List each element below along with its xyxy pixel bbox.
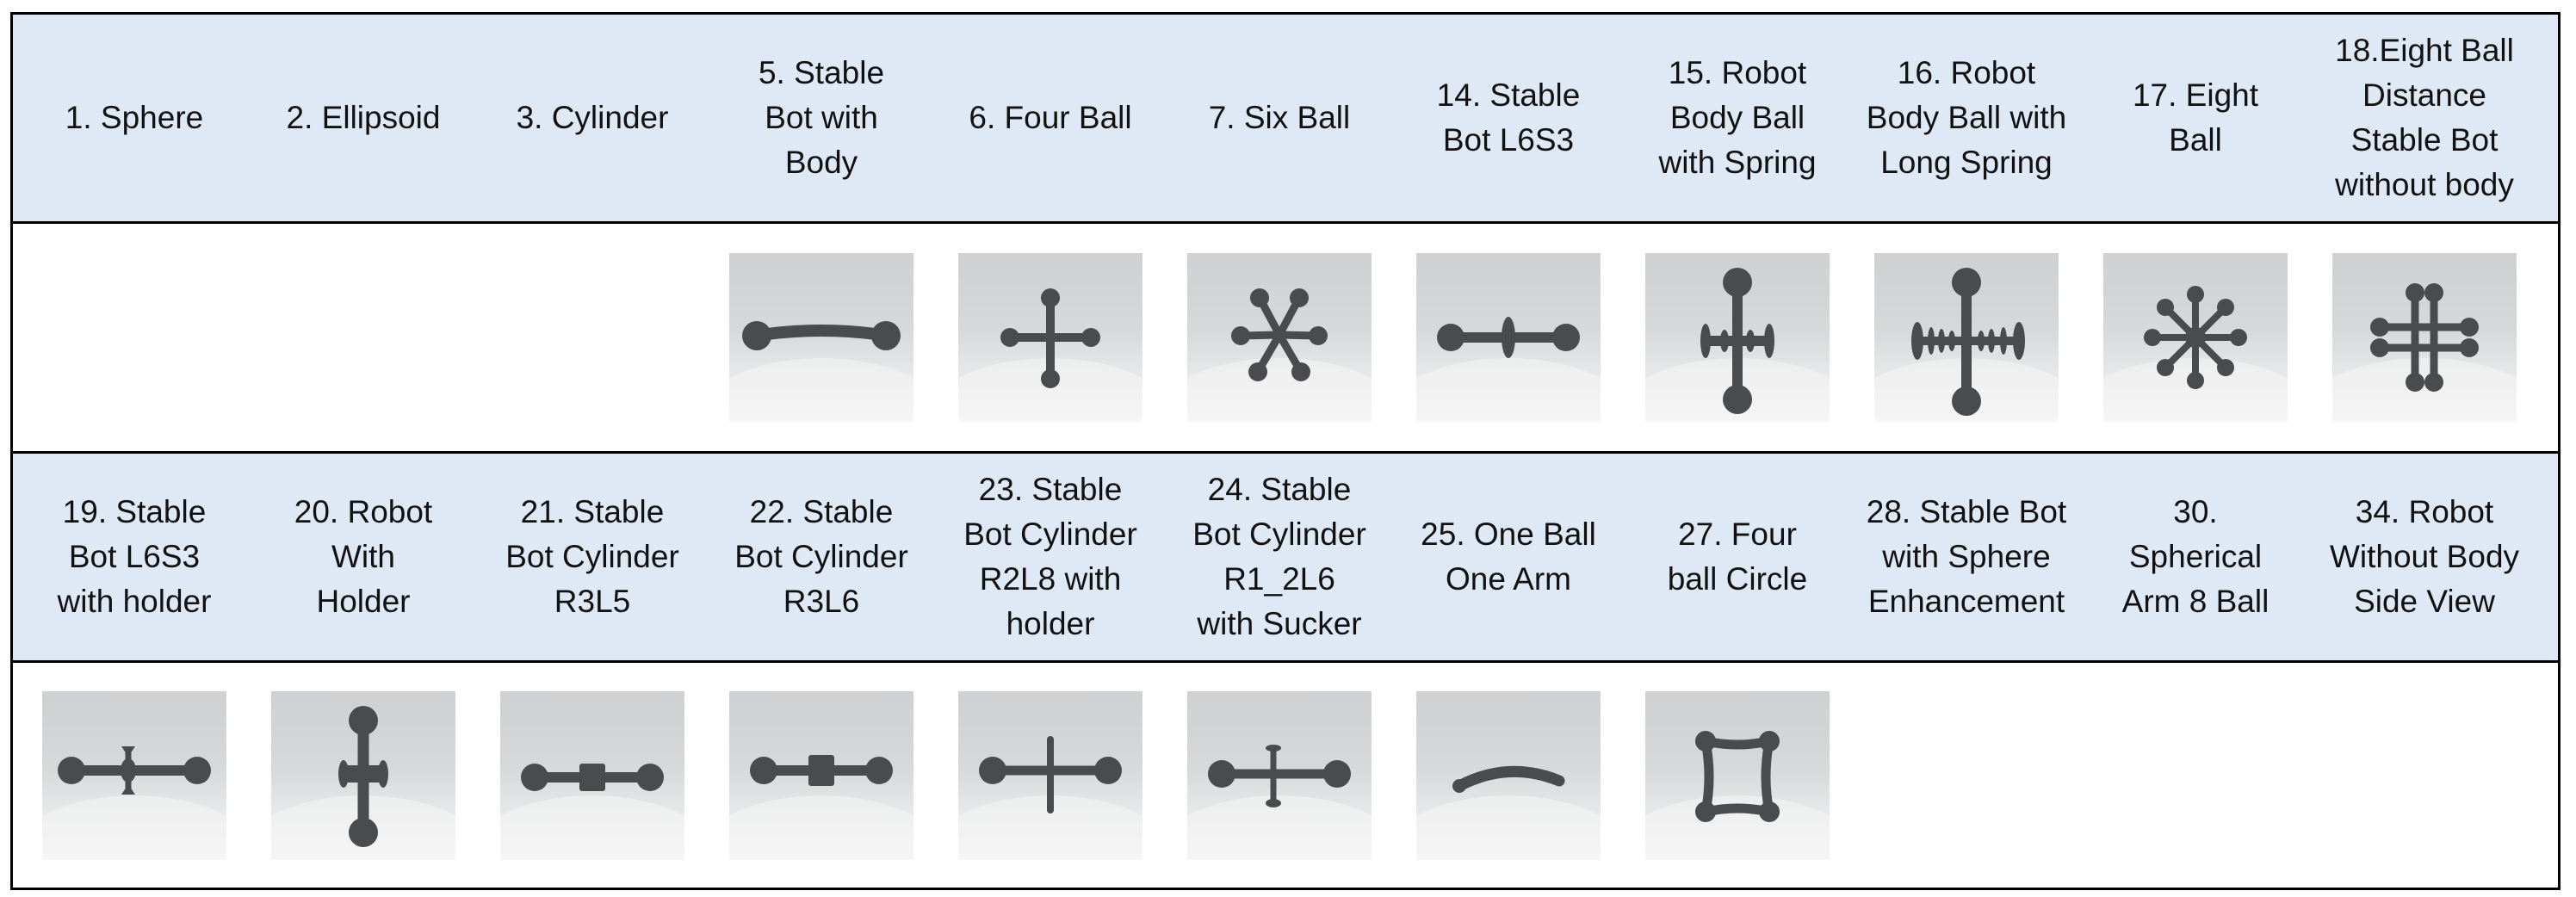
header-label: 2. Ellipsoid: [286, 100, 441, 135]
header-cell: 6. Four Ball: [936, 15, 1165, 221]
header-label: 22. Stable Bot Cylinder R3L6: [734, 494, 908, 619]
image-cell: [1165, 663, 1394, 888]
header-cell: 15. Robot Body Ball with Spring: [1623, 15, 1852, 221]
image-cell: [20, 663, 249, 888]
row-divider: [13, 221, 2558, 224]
image-cell: [707, 224, 936, 451]
eight-ball-star-render: [2103, 253, 2288, 422]
header-label: 21. Stable Bot Cylinder R3L5: [505, 494, 679, 619]
image-cell: [936, 224, 1165, 451]
image-cell: [478, 663, 707, 888]
six-ball-star-render: [1187, 253, 1372, 422]
image-cell: [1165, 224, 1394, 451]
cylinder-bot-r2l8-holder-render: [958, 690, 1142, 860]
header-label: 34. Robot Without Body Side View: [2329, 494, 2520, 619]
dumbbell-with-holder-render: [42, 690, 226, 860]
header-label: 17. Eight Ball: [2132, 77, 2259, 158]
row1-image-band: [13, 224, 2558, 451]
header-label: 15. Robot Body Ball with Spring: [1658, 55, 1817, 180]
dumbbell-render: [729, 253, 913, 422]
image-cell: [936, 663, 1165, 888]
header-cell: 21. Stable Bot Cylinder R3L5: [478, 454, 707, 660]
header-cell: 30. Spherical Arm 8 Ball: [2081, 454, 2310, 660]
cylinder-bot-r3l6-render: [729, 690, 913, 860]
header-cell: 14. Stable Bot L6S3: [1394, 15, 1623, 221]
cylinder-bot-r3l5-render: [500, 690, 684, 860]
image-cell: [2310, 224, 2539, 451]
header-label: 7. Six Ball: [1208, 100, 1351, 135]
header-label: 27. Four ball Circle: [1667, 517, 1808, 597]
header-cell: 23. Stable Bot Cylinder R2L8 with holder: [936, 454, 1165, 660]
header-cell: 34. Robot Without Body Side View: [2310, 454, 2539, 660]
header-label: 5. Stable Bot with Body: [758, 55, 885, 180]
image-cell: [1623, 663, 1852, 888]
header-label: 16. Robot Body Ball with Long Spring: [1866, 55, 2067, 180]
row1-header-band: 1. Sphere 2. Ellipsoid 3. Cylinder 5. St…: [13, 15, 2558, 221]
header-cell: 25. One Ball One Arm: [1394, 454, 1623, 660]
image-cell: [1623, 224, 1852, 451]
four-ball-square-render: [1645, 690, 1830, 860]
image-cell: [1852, 224, 2081, 451]
header-cell: 24. Stable Bot Cylinder R1_2L6 with Suck…: [1165, 454, 1394, 660]
cylinder-bot-sucker-render: [1187, 690, 1372, 860]
header-label: 24. Stable Bot Cylinder R1_2L6 with Suck…: [1192, 472, 1366, 641]
header-cell: 22. Stable Bot Cylinder R3L6: [707, 454, 936, 660]
robot-shape-table: 1. Sphere 2. Ellipsoid 3. Cylinder 5. St…: [10, 12, 2561, 890]
header-label: 6. Four Ball: [969, 100, 1132, 135]
row2-header-band: 19. Stable Bot L6S3 with holder 20. Robo…: [13, 454, 2558, 660]
image-cell: [1394, 224, 1623, 451]
cross-with-long-spring-render: [1874, 253, 2059, 422]
four-ball-cross-render: [958, 253, 1142, 422]
row2-image-band: [13, 663, 2558, 888]
header-label: 19. Stable Bot L6S3 with holder: [57, 494, 212, 619]
header-label: 3. Cylinder: [516, 100, 669, 135]
curved-arm-render: [1416, 690, 1601, 860]
header-cell: 20. Robot With Holder: [249, 454, 478, 660]
header-label: 18.Eight Ball Distance Stable Bot withou…: [2335, 33, 2514, 202]
header-label: 30. Spherical Arm 8 Ball: [2121, 494, 2269, 619]
image-cell: [707, 663, 936, 888]
row-divider: [13, 451, 2558, 454]
header-cell: 5. Stable Bot with Body: [707, 15, 936, 221]
header-cell: 16. Robot Body Ball with Long Spring: [1852, 15, 2081, 221]
header-cell: 18.Eight Ball Distance Stable Bot withou…: [2310, 15, 2539, 221]
image-cell: [2081, 224, 2310, 451]
dumbbell-with-disk-render: [1416, 253, 1601, 422]
header-cell: 17. Eight Ball: [2081, 15, 2310, 221]
header-label: 14. Stable Bot L6S3: [1436, 77, 1581, 158]
header-cell: 2. Ellipsoid: [249, 15, 478, 221]
header-label: 25. One Ball One Arm: [1421, 517, 1596, 597]
header-cell: 28. Stable Bot with Sphere Enhancement: [1852, 454, 2081, 660]
header-label: 20. Robot With Holder: [294, 494, 433, 619]
header-cell: 19. Stable Bot L6S3 with holder: [20, 454, 249, 660]
header-label: 28. Stable Bot with Sphere Enhancement: [1866, 494, 2067, 619]
vertical-cross-with-spring-render: [1645, 253, 1830, 422]
header-label: 1. Sphere: [65, 100, 204, 135]
header-cell: 27. Four ball Circle: [1623, 454, 1852, 660]
image-cell: [249, 663, 478, 888]
header-label: 23. Stable Bot Cylinder R2L8 with holder: [963, 472, 1137, 641]
header-cell: 1. Sphere: [20, 15, 249, 221]
eight-ball-double-cross-render: [2332, 253, 2517, 422]
header-cell: 7. Six Ball: [1165, 15, 1394, 221]
image-cell: [1394, 663, 1623, 888]
header-cell: 3. Cylinder: [478, 15, 707, 221]
row-divider: [13, 660, 2558, 663]
vertical-bot-with-holder-render: [271, 690, 455, 860]
